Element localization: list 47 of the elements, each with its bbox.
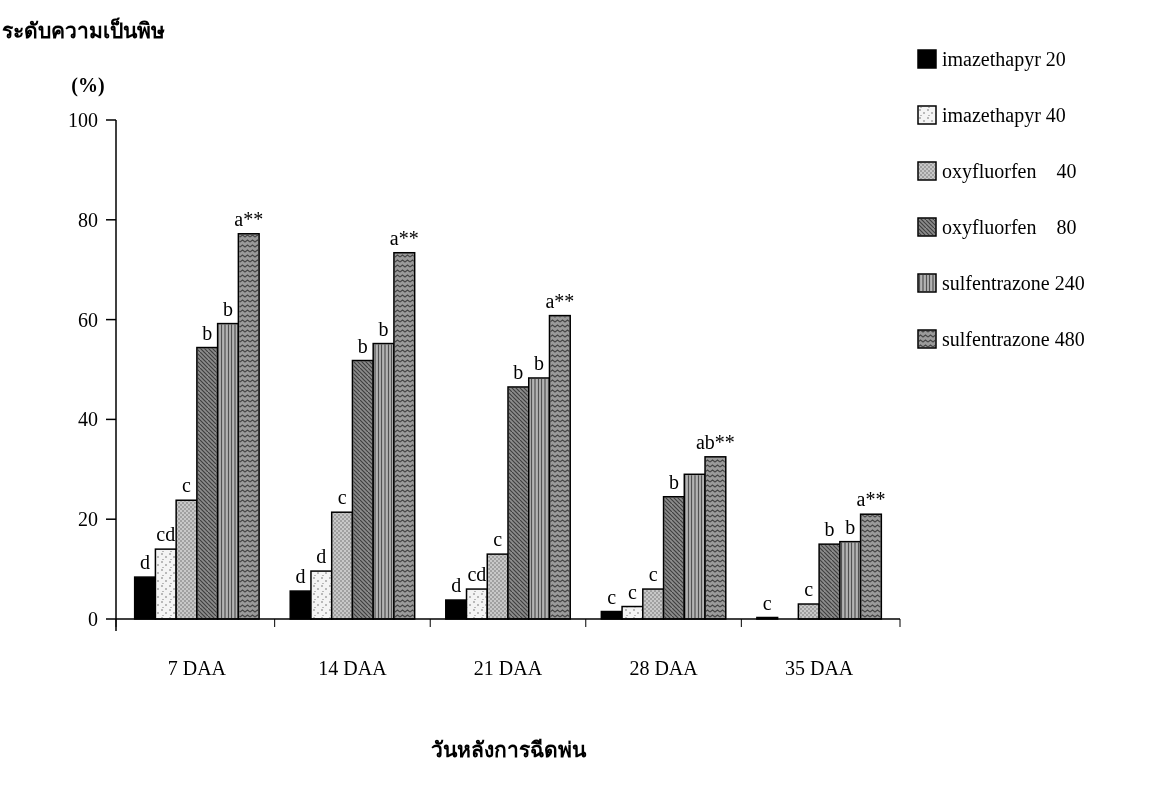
legend-label: sulfentrazone 240 [942,272,1085,294]
y-tick-label: 100 [68,109,98,131]
data-label: c [762,591,772,614]
data-label: a** [856,488,886,511]
data-label: c [607,585,617,608]
data-label: cd [156,523,176,546]
x-tick-label: 14 DAA [318,657,388,679]
data-label: c [648,563,658,586]
data-label: d [316,545,327,568]
x-axis-title: วันหลังการฉีดพ่น [430,738,587,762]
data-label: b [202,321,213,344]
data-label: c [493,528,503,551]
legend-label: sulfentrazone 480 [942,328,1085,350]
data-label: a** [545,289,575,312]
x-tick-label: 35 DAA [784,657,854,679]
data-label: c [628,580,637,603]
data-label: b [845,515,856,538]
x-tick-label: 21 DAA [473,657,543,679]
data-label: c [182,474,192,497]
y-tick-label: 60 [78,308,98,331]
data-label: b [513,360,524,383]
x-tick-label: 28 DAA [629,657,699,679]
legend-label: imazethapyr 20 [942,48,1066,71]
legend-label: imazethapyr 40 [942,104,1066,127]
data-label: b [824,518,835,541]
data-label: b [357,334,368,357]
text: ระดับความเป็นพิษ (%) [2,19,165,96]
data-label: a** [389,226,419,249]
x-tick-label: 7 DAA [167,657,227,679]
y-tick-label: 0 [88,608,98,630]
legend-label: oxyfluorfen 40 [942,160,1077,183]
legend-label: oxyfluorfen 80 [942,216,1077,239]
data-label: d [451,574,462,597]
data-label: ab** [695,430,735,453]
data-label: b [668,470,679,493]
data-label: a** [234,207,264,230]
data-label: b [534,351,545,374]
data-label: d [295,565,306,588]
data-label: d [140,551,151,574]
y-tick-label: 40 [78,408,98,431]
data-label: b [223,297,233,320]
data-label: cd [467,563,487,586]
data-label: c [337,486,347,509]
y-tick-label: 20 [78,508,98,531]
data-label: c [804,578,814,601]
y-tick-label: 80 [78,208,98,231]
data-label: b [378,317,389,340]
